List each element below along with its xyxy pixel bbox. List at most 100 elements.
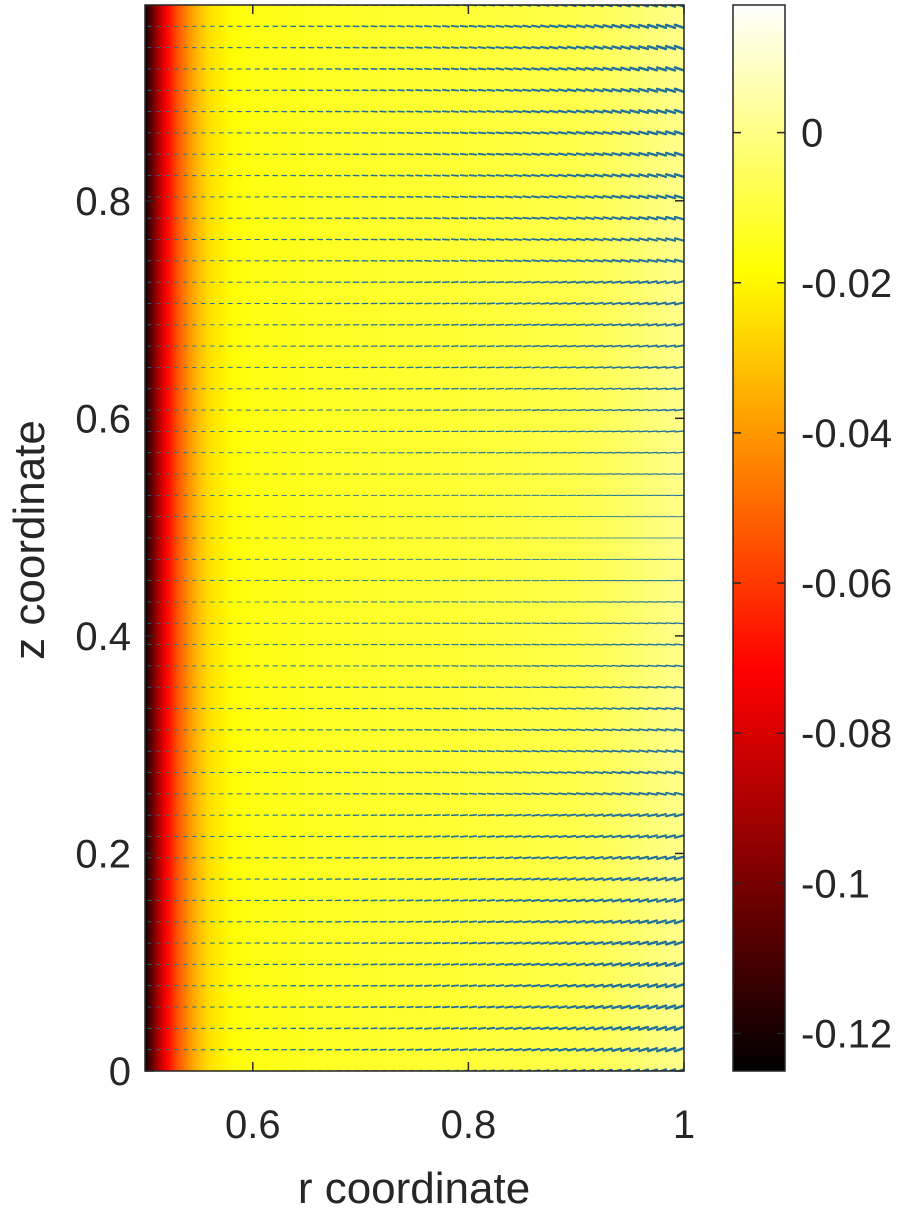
quiver-arrow [504,686,514,689]
quiver-arrow [513,67,523,71]
quiver-arrow [513,771,523,774]
quiver-arrow [656,451,667,454]
quiver-arrow [495,792,505,796]
quiver-arrow [575,152,586,157]
quiver-arrow [486,238,496,241]
quiver-arrow [432,1005,441,1009]
quiver-arrow [468,877,478,881]
x-tick-label: 0.8 [441,1103,497,1147]
quiver-arrow [441,963,450,966]
quiver-arrow [531,771,541,774]
quiver-arrow [576,686,586,689]
quiver-arrow [549,323,559,327]
quiver-arrow [531,920,541,924]
quiver-arrow [539,109,550,114]
quiver-arrow [673,237,684,242]
quiver-arrow [557,88,568,93]
quiver-arrow [522,941,532,945]
quiver-arrow [638,643,649,646]
quiver-arrow [567,728,577,732]
quiver-arrow [441,195,450,199]
quiver-row [147,430,684,433]
quiver-arrow [602,898,613,903]
quiver-arrow [647,473,658,475]
quiver-arrow [584,66,595,72]
quiver-arrow [620,940,631,946]
quiver-arrow [620,898,631,903]
quiver-arrow [504,750,514,753]
quiver-arrow [602,1047,613,1052]
quiver-arrow [576,430,586,433]
quiver-arrow [629,387,640,391]
quiver-arrow [424,941,432,945]
quiver-arrow [495,962,505,966]
quiver-arrow [548,45,559,50]
quiver-arrow [495,366,504,369]
quiver-arrow [522,67,532,71]
quiver-arrow [656,770,667,775]
quiver-arrow [611,152,622,157]
quiver-arrow [459,46,469,49]
quiver-arrow [593,1026,604,1031]
quiver-row [147,876,684,882]
quiver-arrow [468,24,478,28]
quiver-arrow [513,280,523,284]
quiver-arrow [638,387,649,391]
quiver-arrow [566,792,577,796]
quiver-arrow [566,109,577,114]
quiver-arrow [468,67,478,71]
quiver-row [147,215,684,221]
quiver-arrow [575,24,586,29]
quiver-arrow [540,750,550,753]
colorbar-tick-label: -0.04 [801,412,892,456]
quiver-arrow [477,302,487,305]
quiver-arrow [495,195,505,199]
quiver-arrow [638,622,649,625]
quiver-arrow [567,430,577,433]
quiver-arrow [656,876,668,882]
quiver-arrow [620,834,631,839]
quiver-arrow [549,856,559,860]
quiver-arrow [620,749,631,753]
quiver-arrow [477,984,487,988]
quiver-arrow [495,1026,505,1030]
quiver-arrow [486,216,496,220]
quiver-arrow [424,984,432,987]
quiver-arrow [647,813,658,818]
quiver-arrow [549,366,559,369]
quiver-arrow [629,898,640,903]
quiver-arrow [415,941,423,945]
quiver-arrow [673,130,684,136]
quiver-arrow [629,728,640,732]
quiver-arrow [522,280,532,284]
quiver-arrow [415,195,423,198]
quiver-arrow [674,387,684,391]
quiver-arrow [629,194,640,199]
quiver-arrow [575,173,586,178]
quiver-arrow [450,259,459,262]
quiver-arrow [549,664,559,667]
quiver-arrow [486,259,496,263]
quiver-arrow [638,834,649,839]
quiver-arrow [575,280,586,284]
quiver-row [147,473,684,475]
quiver-arrow [459,1048,469,1052]
quiver-arrow [415,1027,423,1030]
quiver-arrow [540,771,550,774]
quiver-arrow [584,834,595,839]
quiver-arrow [442,792,450,795]
quiver-arrow [450,941,459,945]
quiver-arrow [611,130,622,136]
quiver-arrow [522,302,532,305]
quiver-arrow [424,25,432,28]
colorbar-tick-label: -0.12 [801,1012,892,1056]
quiver-arrow [406,1048,414,1051]
quiver-arrow [575,88,586,93]
quiver-arrow [531,345,541,348]
quiver-arrow [477,813,487,817]
quiver-arrow [432,963,441,966]
quiver-arrow [673,961,684,968]
quiver-arrow [602,280,613,284]
quiver-arrow [406,941,414,945]
quiver-arrow [450,984,460,987]
